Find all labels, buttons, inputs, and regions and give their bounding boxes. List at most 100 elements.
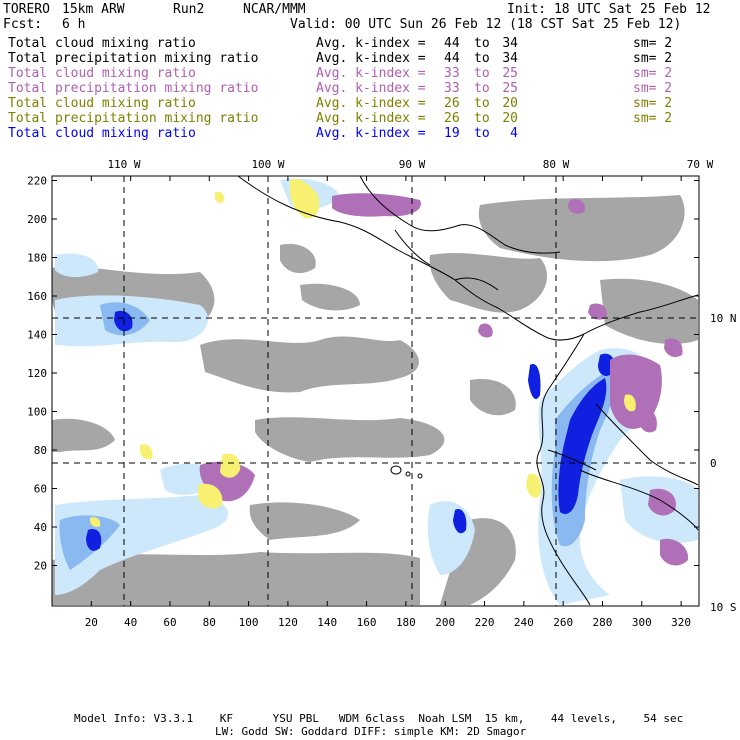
legend-to-word: to	[474, 66, 490, 81]
cloud-gray-region	[440, 518, 516, 605]
x-tick-label: 160	[357, 616, 377, 629]
x-tick-label: 260	[553, 616, 573, 629]
legend-to-word: to	[474, 81, 490, 96]
cloud-purple-region	[638, 408, 657, 433]
model-resolution: 15km ARW	[62, 2, 125, 17]
y-tick-label: 220	[27, 175, 47, 188]
legend-field: Total precipitation mixing ratio	[8, 81, 259, 96]
lat-label-10s: 10 S	[710, 601, 737, 614]
legend-row: Total cloud mixing ratio	[8, 127, 196, 141]
x-tick-label: 240	[514, 616, 534, 629]
x-tick-label: 60	[163, 616, 176, 629]
cloud-gray-region	[478, 195, 685, 262]
lat-label-0: 0	[710, 457, 717, 470]
border-peru	[579, 469, 699, 531]
legend-index-label: Avg. k-index =	[316, 111, 426, 126]
legend-smoothing: sm= 2	[633, 81, 673, 96]
legend-to: 20	[502, 111, 518, 126]
legend-row: Total cloud mixing ratio	[8, 97, 196, 111]
legend-row: Total precipitation mixing ratio	[8, 112, 258, 126]
coastline-caribbean-yucatan	[359, 175, 561, 254]
cloud-purple-region	[664, 338, 683, 358]
y-tick-label: 160	[27, 290, 47, 303]
cloud-lightblue-region	[55, 253, 99, 278]
cloud-purple-region	[478, 323, 493, 338]
y-tick-label: 140	[27, 329, 47, 342]
valid-time: Valid: 00 UTC Sun 26 Feb 12 (18 CST Sat …	[290, 17, 682, 32]
legend-to: 20	[502, 96, 518, 111]
y-tick-label: 100	[27, 406, 47, 419]
x-tick-label: 140	[317, 616, 337, 629]
legend-smoothing: sm= 2	[633, 36, 673, 51]
legend-to: 34	[502, 51, 518, 66]
legend-row: Total precipitation mixing ratio	[8, 52, 258, 66]
galapagos-island	[390, 465, 402, 475]
map-frame	[51, 175, 700, 607]
y-tick-label: 40	[34, 521, 47, 534]
cloud-yellow-region	[289, 179, 320, 219]
x-tick-label: 100	[239, 616, 259, 629]
legend-smoothing: sm= 2	[633, 111, 673, 126]
lon-label-70w: 70 W	[687, 158, 714, 171]
coastline-south-america-north	[583, 294, 699, 335]
legend-smoothing: sm= 2	[633, 96, 673, 111]
galapagos-island	[405, 471, 411, 477]
border-colombia	[595, 403, 699, 486]
cloud-purple-region	[648, 488, 676, 516]
cloud-blue-region	[114, 310, 133, 332]
legend-index-label: Avg. k-index =	[316, 66, 426, 81]
legend-field: Total cloud mixing ratio	[8, 36, 196, 51]
init-time: Init: 18 UTC Sat 25 Feb 12	[507, 2, 711, 17]
legend-from: 19	[444, 126, 460, 141]
legend-from: 44	[444, 36, 460, 51]
cloud-gray-region	[52, 418, 115, 452]
x-axis-labels: 20 40 60 80 100 120 140 160 180 200 220 240 260 280 30…	[85, 616, 691, 629]
legend-row: Total cloud mixing ratio	[8, 67, 196, 81]
legend-index-label: Avg. k-index =	[316, 96, 426, 111]
forecast-label: Fcst:	[3, 17, 43, 32]
legend-index-label: Avg. k-index =	[316, 51, 426, 66]
x-axis-ticks	[90, 176, 682, 606]
legend-row: Total cloud mixing ratio	[8, 37, 196, 51]
x-tick-label: 120	[278, 616, 298, 629]
cloud-purple-region	[588, 303, 607, 320]
cloud-purple-region	[568, 199, 586, 214]
cloud-yellow-region	[214, 191, 225, 203]
legend-to: 25	[502, 66, 518, 81]
legend-to: 34	[502, 36, 518, 51]
y-tick-label: 120	[27, 367, 47, 380]
legend-from: 33	[444, 66, 460, 81]
cloud-gray-region	[52, 552, 420, 605]
cloud-yellow-region	[198, 483, 223, 509]
model-info: Model Info: V3.3.1 KF YSU PBL WDM 6class…	[74, 712, 684, 725]
lon-label-110w: 110 W	[107, 158, 140, 171]
lon-label-90w: 90 W	[399, 158, 426, 171]
cloud-gray-region	[470, 379, 516, 416]
model-run: Run2	[173, 2, 205, 17]
legend-row: Total precipitation mixing ratio	[8, 82, 258, 96]
lon-label-80w: 80 W	[543, 158, 570, 171]
forecast-hour: 6 h	[62, 17, 86, 32]
x-tick-label: 320	[671, 616, 691, 629]
lon-label-100w: 100 W	[251, 158, 284, 171]
y-tick-label: 200	[27, 213, 47, 226]
border-ecuador	[547, 449, 597, 471]
legend-to-word: to	[474, 126, 490, 141]
legend-from: 26	[444, 111, 460, 126]
legend-from: 33	[444, 81, 460, 96]
y-tick-label: 60	[34, 483, 47, 496]
x-tick-label: 200	[435, 616, 455, 629]
legend-to-word: to	[474, 51, 490, 66]
y-tick-label: 80	[34, 444, 47, 457]
cloud-fields	[52, 178, 698, 605]
cloud-gray-region	[255, 417, 445, 462]
cloud-gray-region	[249, 502, 360, 540]
legend-to: 25	[502, 81, 518, 96]
y-axis-labels: 220 200 180 160 140 120 100 80 60 40 20	[27, 175, 47, 573]
model-name: TORERO	[3, 2, 50, 17]
latitude-labels: 10 N 0 10 S	[710, 312, 737, 614]
cloud-yellow-region	[220, 453, 241, 478]
cloud-blue-region	[528, 364, 541, 400]
galapagos-island	[417, 473, 423, 479]
cloud-blue-region	[558, 378, 607, 515]
